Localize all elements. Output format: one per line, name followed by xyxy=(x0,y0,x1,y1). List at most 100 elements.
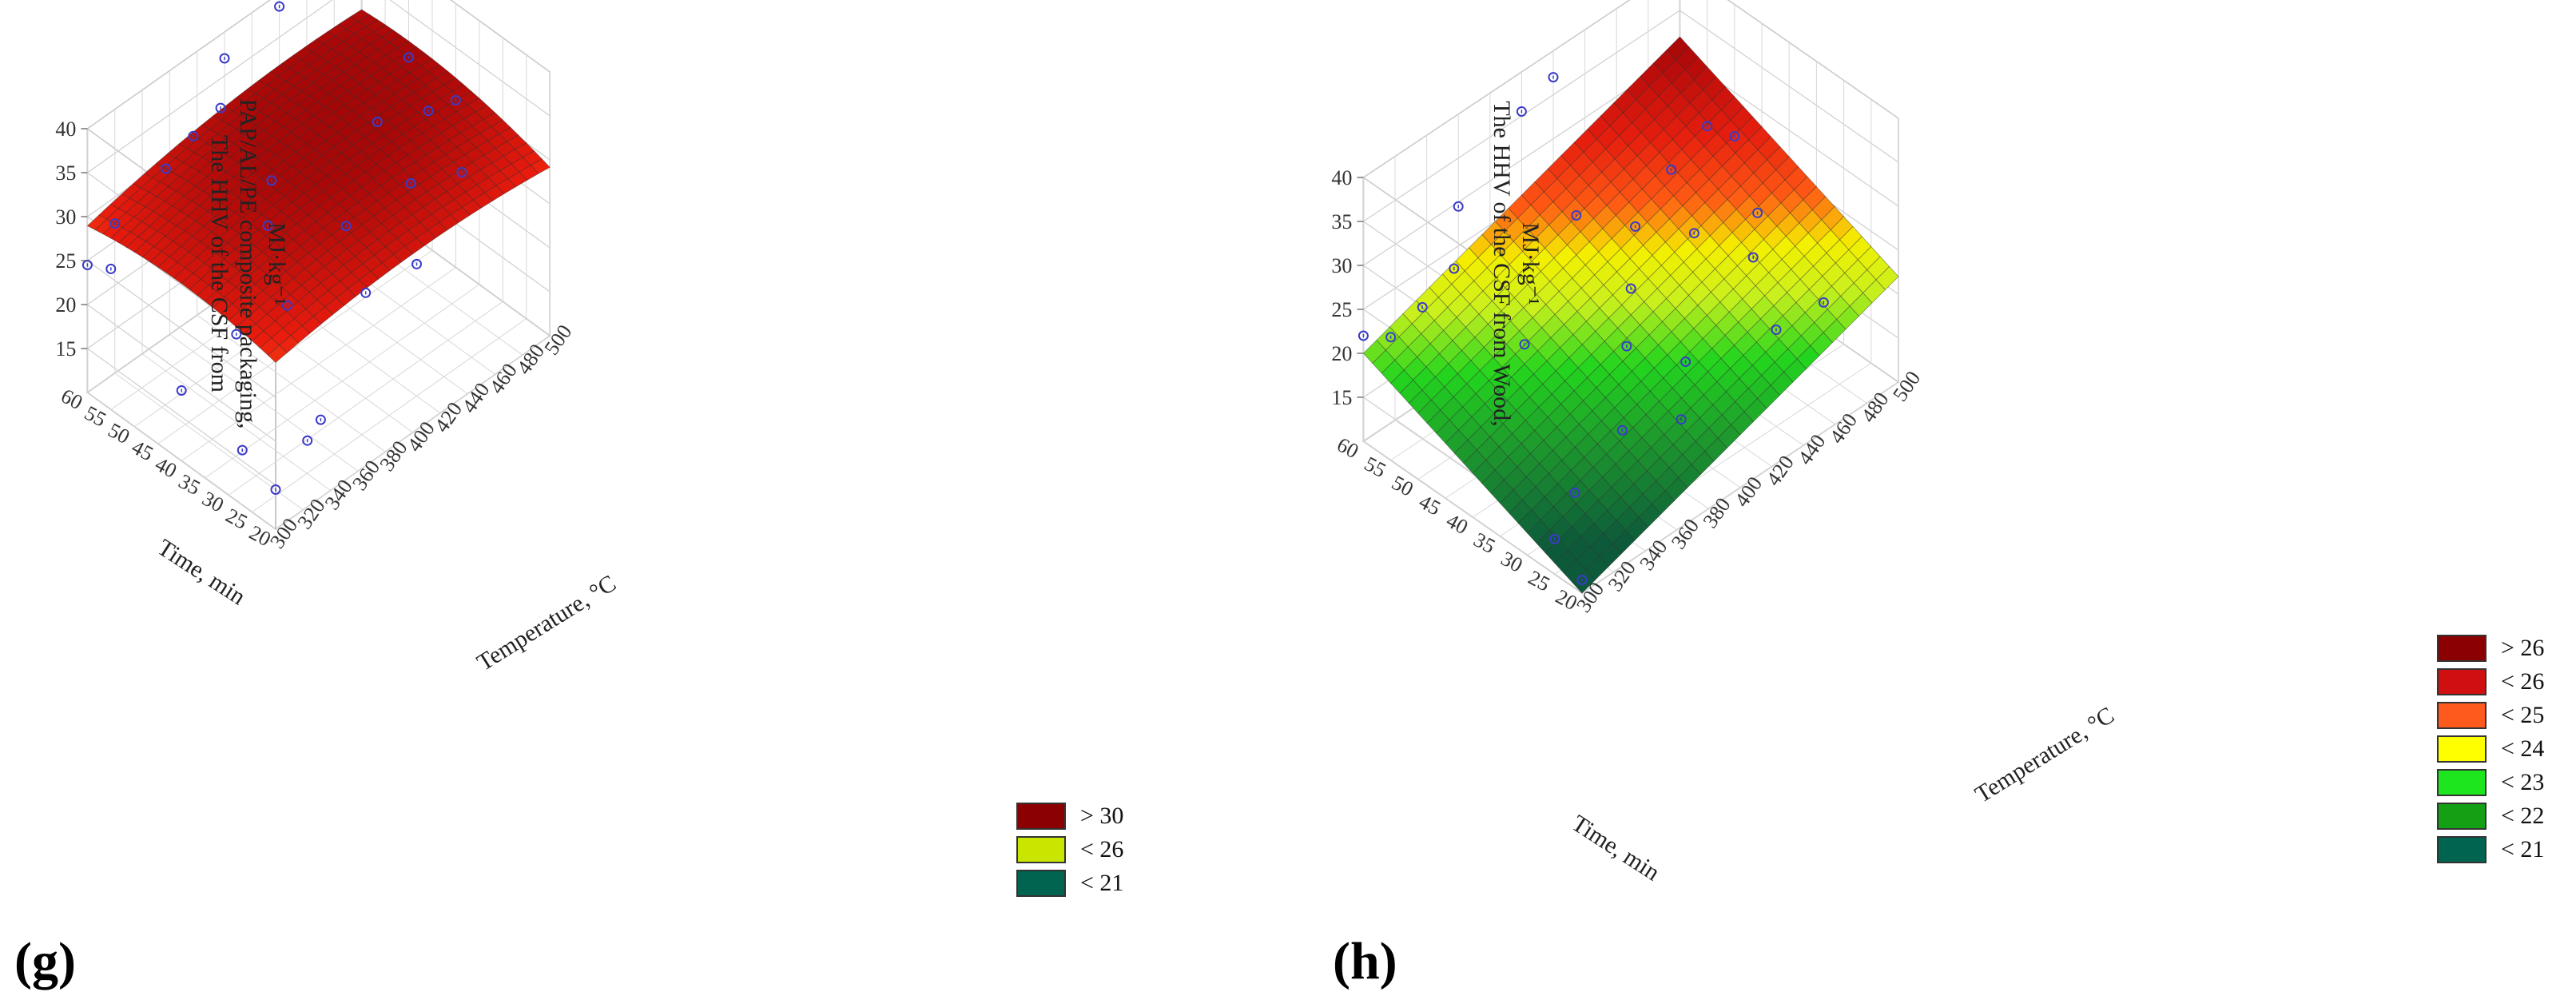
surface-cell xyxy=(1615,450,1639,475)
surface-cell xyxy=(1757,384,1781,409)
x-tick-label: 420 xyxy=(1762,451,1799,490)
surface-cell xyxy=(439,214,459,231)
data-point xyxy=(1569,487,1580,498)
surface-cell xyxy=(1585,556,1609,581)
legend-label: < 22 xyxy=(2501,803,2545,829)
z-axis-title: PAP/AL/PE composite packaging, xyxy=(235,98,261,428)
surface-cell xyxy=(450,206,471,224)
data-point xyxy=(161,163,171,174)
data-point xyxy=(1549,533,1560,544)
surface-cell xyxy=(191,190,212,207)
surface-cell xyxy=(519,165,539,181)
surface-cell xyxy=(277,254,298,273)
surface-cell xyxy=(204,253,225,270)
surface xyxy=(86,9,551,364)
surface-cell xyxy=(118,231,139,248)
surface-cell xyxy=(129,187,149,203)
data-point xyxy=(237,444,248,456)
surface-cell xyxy=(1625,516,1649,541)
surface-cell xyxy=(427,221,448,239)
data-point xyxy=(274,1,285,12)
z-tick-label: 20 xyxy=(1331,342,1352,365)
legend-label: > 26 xyxy=(2501,635,2545,661)
data-point xyxy=(405,177,416,189)
data-point xyxy=(105,263,117,274)
z-axis-title: The HHV of the CSF from Wood, xyxy=(1489,101,1515,426)
legend-label: > 30 xyxy=(1080,803,1124,829)
surface-cell xyxy=(336,288,356,306)
surface-cell xyxy=(1731,411,1755,436)
legend-swatch xyxy=(2437,735,2487,763)
surface-cell xyxy=(484,185,505,201)
surface-cell xyxy=(297,292,318,310)
surface-cell xyxy=(1796,345,1820,370)
surface-cell xyxy=(201,115,222,130)
data-point xyxy=(1385,332,1397,343)
data-point xyxy=(423,106,434,117)
surface-cell xyxy=(404,237,425,255)
data-point xyxy=(282,300,293,311)
surface-cell xyxy=(1612,529,1636,555)
surface xyxy=(1362,36,1899,594)
legend-swatch xyxy=(2437,803,2487,830)
surface-cell xyxy=(1862,279,1886,304)
legend-swatch xyxy=(2437,702,2487,729)
surface-cell xyxy=(172,195,193,212)
legend-swatch xyxy=(2437,635,2487,662)
legend-label: < 25 xyxy=(2501,702,2545,728)
x-tick-label: 360 xyxy=(1667,515,1703,554)
surface-cell xyxy=(335,249,356,266)
surface-cell xyxy=(163,157,184,173)
surface-cell xyxy=(312,306,334,325)
y-axis-title: Time, min xyxy=(1567,810,1664,886)
surface-cell xyxy=(237,187,258,204)
surface-cell xyxy=(236,317,256,335)
y-tick-label: 60 xyxy=(58,384,87,414)
legend-label: < 21 xyxy=(2501,836,2545,863)
legend-label: < 26 xyxy=(2501,668,2545,695)
y-gridline xyxy=(252,54,527,513)
surface-cell xyxy=(169,245,189,263)
z-tick-label: 40 xyxy=(1331,166,1352,189)
legend-swatch xyxy=(2437,668,2487,695)
z-tick-label: 35 xyxy=(55,161,76,185)
surface-cell xyxy=(1704,437,1728,462)
data-point xyxy=(215,102,226,114)
x-axis-title: Temperature, °C xyxy=(1970,702,2119,808)
surface-cell xyxy=(320,273,341,291)
surface-cell xyxy=(324,297,345,316)
surface-cell xyxy=(355,89,376,103)
y-axis-title: Time, min xyxy=(153,534,250,610)
surface-cell xyxy=(251,330,272,349)
surface-cell xyxy=(1823,318,1847,344)
legend-swatch xyxy=(2437,769,2487,796)
surface-cell xyxy=(1849,292,1873,317)
surface-cell xyxy=(1743,397,1767,423)
y-gridline xyxy=(275,72,551,530)
surface-cell xyxy=(233,133,253,149)
surface-cell xyxy=(198,195,220,212)
surface-cell xyxy=(444,111,465,126)
surface-cell xyxy=(152,167,173,183)
surface-cell xyxy=(208,274,229,292)
surface-cell xyxy=(285,72,306,87)
observed-points xyxy=(81,1,467,495)
z-axis-title: MJ·kg⁻¹ xyxy=(264,222,290,305)
data-point xyxy=(270,484,281,495)
surface-cell xyxy=(271,327,292,346)
surface-cell xyxy=(1783,358,1807,383)
data-point xyxy=(1616,424,1628,436)
data-point xyxy=(1729,131,1740,141)
data-point xyxy=(302,435,313,446)
data-point xyxy=(266,175,277,186)
z-tick-label: 30 xyxy=(1331,254,1352,277)
surface-cell xyxy=(338,195,359,212)
data-point xyxy=(1688,228,1699,239)
observed-points xyxy=(1358,72,1829,585)
z-tick-label: 35 xyxy=(1331,210,1352,233)
data-point xyxy=(1453,201,1464,212)
surface-cell xyxy=(1875,265,1899,291)
data-point xyxy=(1666,164,1677,175)
surface-cell xyxy=(224,286,244,305)
